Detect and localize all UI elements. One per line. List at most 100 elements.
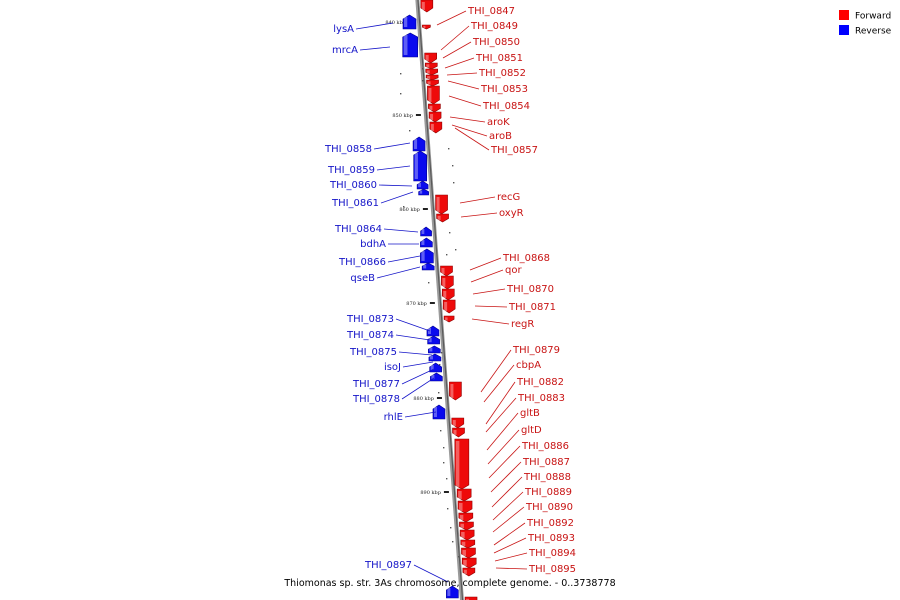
- gene-leader-line: [395, 318, 431, 332]
- gene-highlight: [437, 215, 441, 221]
- gene-leader-line: [480, 349, 512, 393]
- gene-label[interactable]: THI_0866: [338, 257, 386, 268]
- gene-leader-line: [401, 377, 435, 400]
- gene-label[interactable]: THI_0886: [521, 441, 569, 452]
- gene-label[interactable]: mrcA: [332, 45, 358, 56]
- gene-highlight: [430, 365, 434, 370]
- forward-gene-glyph: [442, 299, 456, 314]
- gene-label[interactable]: lysA: [333, 24, 354, 35]
- gene-label[interactable]: THI_0851: [475, 53, 523, 64]
- gene-label[interactable]: THI_0853: [480, 84, 528, 95]
- gene-highlight: [460, 523, 464, 529]
- gene-label[interactable]: THI_0854: [482, 101, 530, 112]
- gene-leader-line: [376, 266, 421, 279]
- gene-leader-line: [471, 318, 510, 325]
- gene-label[interactable]: THI_0883: [517, 393, 565, 404]
- gene-highlight: [463, 560, 467, 566]
- gene-leader-line: [487, 429, 520, 465]
- map-dot: [403, 206, 405, 208]
- gene-label[interactable]: qseB: [350, 273, 375, 284]
- gene-label[interactable]: THI_0874: [346, 330, 394, 341]
- forward-gene-glyph: [460, 539, 476, 549]
- gene-label[interactable]: THI_0861: [331, 198, 379, 209]
- reverse-gene-glyph: [402, 32, 419, 58]
- gene-leader-line: [436, 10, 467, 26]
- gene-label[interactable]: THI_0890: [525, 502, 573, 513]
- gene-label[interactable]: gltB: [520, 408, 540, 419]
- gene-leader-line: [460, 212, 498, 218]
- gene-label[interactable]: THI_0897: [364, 560, 412, 571]
- gene-highlight: [461, 541, 466, 547]
- gene-label[interactable]: THI_0859: [327, 165, 375, 176]
- gene-label[interactable]: regR: [511, 319, 534, 330]
- gene-highlight: [445, 317, 448, 321]
- gene-label[interactable]: THI_0879: [512, 345, 560, 356]
- gene-leader-line: [474, 305, 508, 308]
- legend-swatch-reverse: [839, 25, 849, 35]
- gene-label[interactable]: THI_0847: [467, 6, 515, 17]
- gene-label[interactable]: THI_0894: [528, 548, 576, 559]
- gene-label[interactable]: THI_0858: [324, 144, 372, 155]
- gene-label[interactable]: THI_0887: [522, 457, 570, 468]
- gene-label[interactable]: THI_0893: [527, 533, 575, 544]
- gene-label[interactable]: recG: [497, 192, 520, 203]
- gene-highlight: [443, 291, 447, 298]
- forward-gene-glyph: [428, 111, 442, 123]
- forward-gene-glyph: [425, 74, 439, 81]
- gene-label[interactable]: THI_0849: [470, 21, 518, 32]
- map-dot: [452, 165, 454, 167]
- gene-highlight: [442, 278, 446, 287]
- forward-gene-glyph: [457, 500, 473, 514]
- gene-label[interactable]: bdhA: [360, 239, 386, 250]
- gene-label[interactable]: THI_0871: [508, 302, 556, 313]
- gene-label[interactable]: cbpA: [516, 360, 541, 371]
- tick-label: 860 kbp: [399, 207, 420, 213]
- tick-label: 840 kbp: [385, 20, 406, 26]
- gene-label[interactable]: qor: [505, 265, 522, 276]
- gene-label[interactable]: rhlE: [384, 412, 403, 423]
- gene-label[interactable]: THI_0882: [516, 377, 564, 388]
- forward-gene-glyph: [449, 381, 462, 401]
- gene-label[interactable]: THI_0892: [526, 518, 574, 529]
- gene-label[interactable]: THI_0860: [329, 180, 377, 191]
- gene-highlight: [414, 139, 418, 149]
- gene-label[interactable]: gltD: [521, 425, 542, 436]
- gene-label[interactable]: aroB: [489, 131, 512, 142]
- gene-label[interactable]: THI_0850: [472, 37, 520, 48]
- gene-label[interactable]: THI_0857: [490, 145, 538, 156]
- map-dot: [449, 232, 451, 234]
- gene-leader-line: [485, 397, 517, 433]
- reverse-gene-glyph: [420, 226, 432, 237]
- gene-label[interactable]: THI_0889: [524, 487, 572, 498]
- gene-leader-line: [491, 476, 523, 508]
- gene-highlight: [459, 503, 463, 511]
- tick-label: 880 kbp: [413, 396, 434, 402]
- gene-leader-line: [492, 491, 524, 521]
- gene-label[interactable]: THI_0868: [502, 253, 550, 264]
- gene-label[interactable]: oxyR: [499, 208, 524, 219]
- gene-label[interactable]: aroK: [487, 117, 510, 128]
- map-caption: Thiomonas sp. str. 3As chromosome, compl…: [284, 578, 616, 589]
- gene-leader-line: [442, 41, 472, 59]
- gene-label[interactable]: THI_0864: [334, 224, 382, 235]
- gene-leader-line: [413, 564, 449, 583]
- gene-label[interactable]: THI_0877: [352, 379, 400, 390]
- forward-gene-glyph: [435, 194, 448, 215]
- gene-label[interactable]: THI_0873: [346, 314, 394, 325]
- gene-label[interactable]: THI_0875: [349, 347, 397, 358]
- forward-gene-glyph: [428, 103, 441, 113]
- gene-leader-line: [486, 412, 519, 451]
- gene-label[interactable]: THI_0888: [523, 472, 571, 483]
- gene-label[interactable]: THI_0895: [528, 564, 576, 575]
- forward-gene-glyph: [424, 62, 438, 70]
- reverse-gene-glyph: [413, 150, 428, 182]
- gene-leader-line: [448, 95, 482, 107]
- gene-highlight: [429, 347, 433, 352]
- gene-label[interactable]: THI_0870: [506, 284, 554, 295]
- gene-label[interactable]: THI_0878: [352, 394, 400, 405]
- forward-gene-glyph: [436, 213, 449, 223]
- gene-label[interactable]: THI_0852: [478, 68, 526, 79]
- map-dot: [455, 249, 457, 251]
- gene-leader-line: [376, 165, 411, 171]
- gene-label[interactable]: isoJ: [384, 362, 401, 373]
